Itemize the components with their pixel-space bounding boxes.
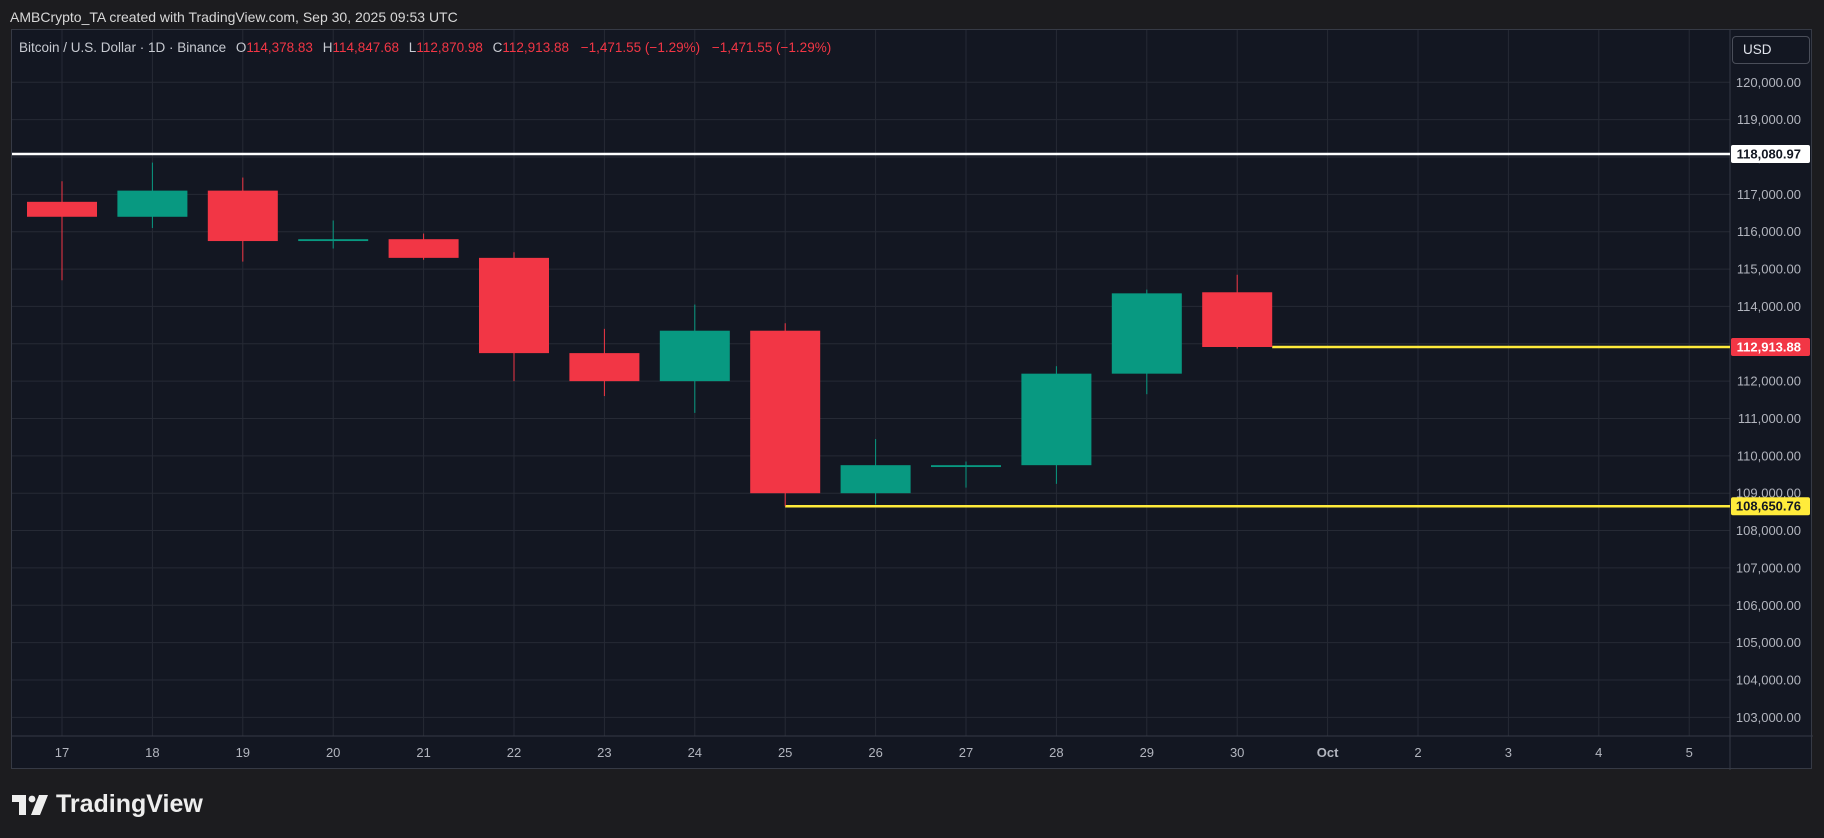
candle-body	[1111, 293, 1182, 374]
candle-body	[1021, 373, 1092, 466]
y-tick-label: 104,000.00	[1736, 672, 1801, 687]
high-value: 114,847.68	[332, 40, 400, 55]
y-tick-label: 105,000.00	[1736, 635, 1801, 650]
x-tick-label: 17	[55, 745, 69, 760]
price-label-text: 118,080.97	[1737, 146, 1801, 161]
currency-button[interactable]: USD	[1732, 36, 1810, 64]
tradingview-brand[interactable]: TradingView	[12, 790, 203, 819]
y-tick-label: 114,000.00	[1737, 299, 1801, 314]
y-tick-label: 111,000.00	[1738, 411, 1801, 426]
x-tick-label: 26	[868, 745, 882, 760]
low-value: 112,870.98	[416, 40, 483, 55]
y-tick-label: 115,000.00	[1737, 262, 1801, 277]
candle-body	[750, 330, 821, 494]
y-tick-label: 119,000.00	[1737, 112, 1801, 127]
price-label-text: 108,650.76	[1736, 499, 1801, 514]
x-tick-label: 29	[1140, 745, 1154, 760]
y-tick-label: 116,000.00	[1737, 224, 1801, 239]
price-label-box	[1731, 497, 1810, 516]
x-tick-label: 4	[1595, 745, 1602, 760]
change-value: −1,471.55 (−1.29%)	[580, 40, 701, 55]
price-label-box	[1731, 337, 1810, 356]
y-tick-label: 103,000.00	[1736, 710, 1801, 725]
x-tick-label: 3	[1505, 745, 1512, 760]
y-tick-label: 120,000.00	[1736, 75, 1801, 90]
change-value-secondary: −1,471.55 (−1.29%)	[711, 40, 832, 55]
x-tick-label: 27	[959, 745, 973, 760]
candle-body	[479, 257, 549, 354]
x-tick-label: 22	[507, 745, 521, 760]
chart-pane[interactable]: 103,000.00 104,000.00 105,000.00 106,000.00…	[11, 29, 1813, 770]
x-tick-label: 18	[145, 745, 159, 760]
candle-body	[1202, 292, 1273, 347]
y-tick-label: 109,000.00	[1736, 486, 1801, 501]
y-tick-label: 110,000.00	[1737, 448, 1801, 463]
candle-body	[207, 190, 278, 242]
price-label-box	[1731, 144, 1810, 163]
x-tick-label: 5	[1686, 745, 1693, 760]
x-tick-label: 20	[326, 745, 340, 760]
candle-body	[659, 330, 730, 382]
x-tick-label: 19	[236, 745, 250, 760]
high-label: H	[322, 40, 333, 55]
x-tick-label: 24	[688, 745, 702, 760]
low-label: L	[408, 40, 417, 55]
x-tick-label: 28	[1049, 745, 1063, 760]
x-tick-label: 25	[778, 745, 792, 760]
candle-body	[117, 190, 188, 217]
tradingview-logo-icon	[12, 794, 48, 815]
chart-caption: AMBCrypto_TA created with TradingView.co…	[10, 9, 458, 25]
candle-body	[27, 201, 97, 217]
x-tick-label: Oct	[1317, 745, 1339, 760]
price-label-text: 112,913.88	[1737, 339, 1801, 354]
symbol-legend: Bitcoin / U.S. Dollar · 1D · Binance O11…	[19, 40, 831, 55]
y-tick-label: 107,000.00	[1736, 560, 1801, 575]
close-label: C	[492, 40, 503, 55]
x-tick-label: 2	[1414, 745, 1421, 760]
brand-name: TradingView	[56, 790, 203, 818]
y-tick-label: 108,000.00	[1736, 523, 1801, 538]
x-tick-label: 30	[1230, 745, 1244, 760]
candle-body	[569, 353, 640, 382]
candle-body	[388, 239, 459, 258]
candle-body	[298, 239, 369, 242]
x-tick-label: 23	[597, 745, 611, 760]
plot-area	[12, 30, 1730, 736]
y-tick-label: 112,000.00	[1737, 374, 1801, 389]
close-value: 112,913.88	[502, 40, 569, 55]
candle-body	[840, 465, 911, 494]
open-label: O	[235, 40, 247, 55]
y-tick-label: 106,000.00	[1736, 598, 1801, 613]
symbol-title[interactable]: Bitcoin / U.S. Dollar · 1D · Binance	[19, 40, 227, 55]
x-tick-label: 21	[416, 745, 430, 760]
y-tick-label: 117,000.00	[1737, 187, 1801, 202]
candlestick-chart[interactable]: 103,000.00 104,000.00 105,000.00 106,000.00…	[12, 30, 1813, 770]
open-value: 114,378.83	[246, 40, 313, 55]
candle-body	[931, 465, 1001, 468]
